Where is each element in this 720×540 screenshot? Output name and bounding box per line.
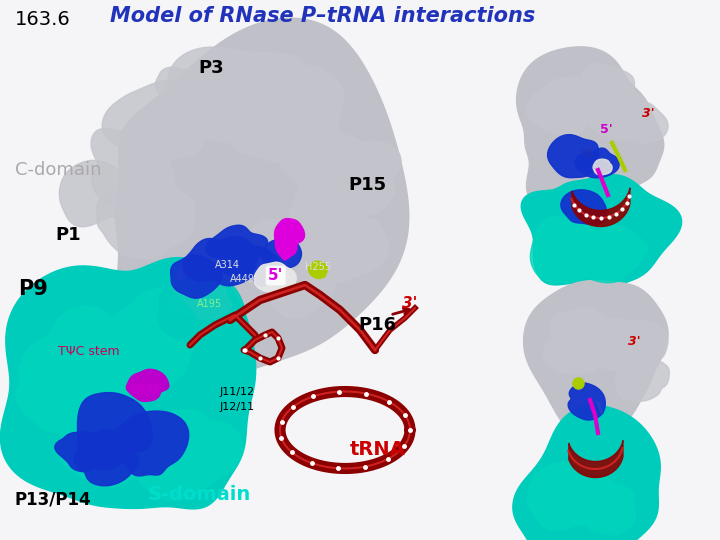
Text: C-domain: C-domain [15,161,102,179]
Polygon shape [593,318,668,371]
Polygon shape [289,172,368,242]
Polygon shape [156,67,220,107]
Polygon shape [309,261,328,279]
Polygon shape [127,369,169,401]
Polygon shape [116,18,409,373]
Polygon shape [527,462,611,530]
Text: 5': 5' [600,123,613,136]
Text: A314: A314 [215,260,240,270]
Polygon shape [247,219,341,318]
Text: 91: 91 [580,149,594,159]
Text: P15: P15 [348,176,386,194]
Polygon shape [1,258,256,509]
Text: J12/11: J12/11 [220,402,255,412]
Polygon shape [521,174,682,286]
Polygon shape [593,159,612,175]
Polygon shape [91,129,174,210]
Polygon shape [274,219,305,260]
Polygon shape [575,476,636,535]
Polygon shape [320,141,401,214]
Text: P13/P14: P13/P14 [15,491,91,509]
Text: P3: P3 [198,59,224,77]
Text: A413: A413 [256,272,281,282]
Text: 3': 3' [402,296,418,311]
Polygon shape [220,245,280,286]
Polygon shape [603,102,668,143]
Polygon shape [305,215,389,282]
Polygon shape [568,383,606,420]
Polygon shape [575,148,619,178]
Polygon shape [206,225,268,261]
Text: H255: H255 [305,262,331,272]
Polygon shape [130,410,243,500]
Polygon shape [254,262,296,292]
Polygon shape [96,181,195,259]
Text: tRNA: tRNA [350,440,406,459]
Polygon shape [18,306,154,415]
Polygon shape [107,411,189,476]
Polygon shape [575,226,648,282]
Polygon shape [513,406,660,540]
Text: A449: A449 [230,274,255,284]
Text: S-domain: S-domain [148,485,251,504]
Polygon shape [158,271,246,345]
Polygon shape [517,47,664,204]
Polygon shape [277,116,364,194]
Polygon shape [16,356,125,452]
Polygon shape [263,237,302,269]
Polygon shape [217,63,301,132]
Polygon shape [168,47,309,144]
Polygon shape [580,63,648,139]
Polygon shape [98,289,197,386]
Polygon shape [183,237,258,286]
Polygon shape [59,160,145,227]
Text: 3': 3' [642,107,654,120]
Polygon shape [78,393,153,470]
Text: 5': 5' [268,268,284,283]
Polygon shape [58,397,148,487]
Text: A195: A195 [197,299,222,309]
Polygon shape [55,432,105,471]
Polygon shape [171,255,222,298]
Text: Model of RNase P–tRNA interactions: Model of RNase P–tRNA interactions [110,6,535,26]
Polygon shape [561,190,606,225]
Text: P16: P16 [358,316,396,334]
Polygon shape [227,69,342,170]
Polygon shape [616,360,670,401]
Polygon shape [170,258,233,319]
Polygon shape [262,65,343,131]
Text: G147: G147 [130,384,160,394]
Text: J11/12: J11/12 [220,387,255,397]
Polygon shape [102,79,219,161]
Text: 3': 3' [628,335,641,348]
Polygon shape [74,430,138,486]
Text: P1: P1 [55,226,81,244]
Polygon shape [526,77,599,137]
Polygon shape [548,134,600,178]
Text: P9: P9 [18,279,48,299]
Polygon shape [523,281,668,436]
Text: 163.6: 163.6 [15,10,71,29]
Polygon shape [544,308,613,374]
Polygon shape [531,216,603,282]
Text: TΨC stem: TΨC stem [58,345,120,358]
